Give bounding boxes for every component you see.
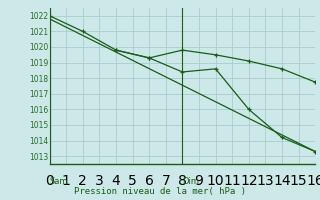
- Text: Pression niveau de la mer( hPa ): Pression niveau de la mer( hPa ): [74, 187, 246, 196]
- Text: Sam: Sam: [50, 176, 68, 186]
- Text: Dim: Dim: [182, 176, 199, 186]
